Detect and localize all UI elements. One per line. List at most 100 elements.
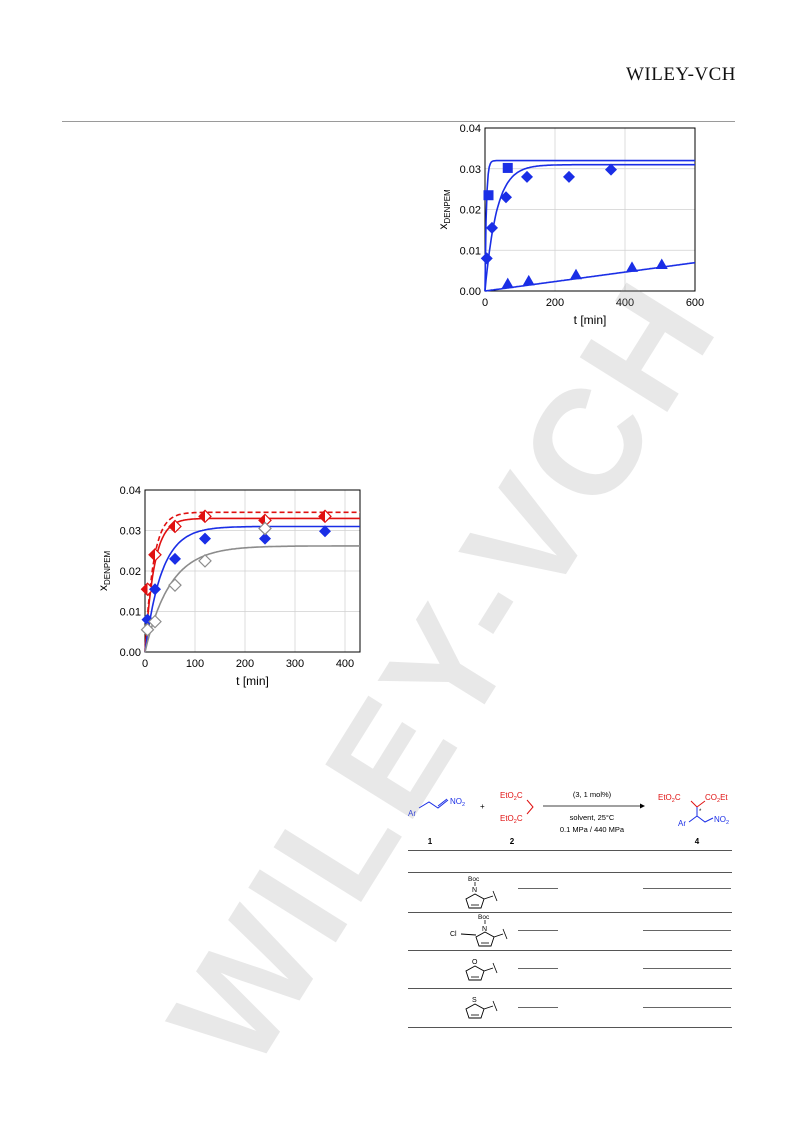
table-row-1-rule [408, 912, 732, 913]
row-4-atom: S [472, 997, 477, 1004]
data-point-diamond-open [168, 578, 182, 593]
y-tick-label: 0.04 [120, 485, 141, 497]
compound-label-1: 1 [428, 837, 433, 846]
data-point-diamond-open [258, 521, 272, 536]
conditions-catalyst: (3, 1 mol%) [573, 790, 612, 799]
data-point-diamond-open [140, 622, 155, 637]
table-row-2-structure: Boc N Cl [450, 914, 508, 947]
conditions-solvent: solvent, 25°C [570, 813, 615, 822]
data-point-diamond [259, 532, 271, 545]
reactant-2-bonds [526, 799, 534, 815]
data-point-triangle [522, 274, 535, 286]
product-ar: Ar [678, 819, 686, 828]
table-row-1-placeholder-a [518, 888, 558, 889]
row-2-chloro: Cl [450, 931, 457, 938]
reactant-2-top: EtO2C [500, 791, 523, 802]
x-tick-label: 0 [482, 297, 488, 309]
data-point-square [483, 190, 494, 201]
table-top-rule [408, 850, 732, 851]
y-tick-label: 0.03 [460, 164, 481, 176]
data-point-diamond-half-fill [319, 510, 325, 523]
row-3-atom: O [472, 959, 478, 966]
x-tick-label: 600 [686, 297, 704, 309]
y-tick-label: 0.02 [460, 205, 481, 217]
table-row-2-placeholder-b [643, 930, 731, 931]
plus-sign: + [480, 802, 485, 811]
fit-curve [484, 163, 695, 292]
y-tick-label: 0.03 [120, 526, 141, 538]
product-backbone-bonds [688, 807, 714, 823]
plot-frame [484, 127, 696, 292]
reactant-1-nitro: NO2 [450, 797, 465, 808]
kinetics-chart-solvent: 0.00 0.01 0.02 0.03 0.04 0 100 200 300 400 t [min]… [96, 485, 361, 688]
table-row-2-rule [408, 950, 732, 951]
data-point-diamond-open [198, 554, 212, 568]
table-header-rule [408, 872, 732, 873]
kinetics-chart-pressure: 0.00 0.01 0.02 0.03 0.04 0 200 400 600 t [min] xDE… [436, 123, 704, 327]
data-point-triangle [570, 268, 582, 280]
table-row-4-placeholder-b [643, 1007, 731, 1008]
x-tick-label: 200 [236, 658, 254, 670]
product-star: * [699, 809, 702, 815]
table-row-3-placeholder-b [643, 968, 731, 969]
x-axis-label: t [min] [574, 313, 607, 327]
data-point-diamond [605, 163, 617, 176]
plot-frame [144, 489, 361, 653]
table-row-3-rule [408, 988, 732, 989]
table-row-3-placeholder-a [518, 968, 558, 969]
data-point-diamond-half-fill [141, 583, 148, 596]
product-right-ester: CO2Et [705, 793, 728, 804]
row-1-atom: N [472, 887, 477, 894]
reactant-1-structure [418, 798, 449, 809]
data-point-square [502, 162, 513, 173]
row-2-protect-label: Boc [478, 914, 490, 921]
y-tick-label: 0.00 [120, 647, 141, 659]
data-point-diamond-half-fill [169, 520, 175, 533]
y-tick-label: 0.01 [460, 245, 481, 257]
x-tick-label: 300 [286, 658, 304, 670]
table-row-4-structure: S [465, 997, 498, 1019]
x-tick-label: 0 [142, 658, 148, 670]
data-point-diamond [199, 532, 211, 545]
data-point-diamond [500, 191, 512, 204]
table-bottom-rule [408, 1027, 732, 1028]
y-tick-label: 0.01 [120, 607, 141, 619]
compound-label-2: 2 [510, 837, 515, 846]
table-row-2-placeholder-a [518, 930, 558, 931]
conditions-pressure: 0.1 MPa / 440 MPa [560, 825, 625, 834]
compound-label-4: 4 [695, 837, 700, 846]
data-point-triangle [655, 258, 668, 270]
x-tick-label: 400 [616, 297, 634, 309]
x-axis-label: t [min] [236, 674, 269, 688]
data-point-triangle [501, 277, 514, 289]
data-point-triangle [626, 261, 638, 272]
data-point-diamond-open [148, 614, 162, 629]
data-point-diamond [480, 252, 493, 265]
reaction-scheme: Ar NO2 + EtO2C EtO2C (3, 1 mol%) solvent… [408, 790, 729, 846]
y-tick-label: 0.00 [460, 286, 481, 298]
x-tick-label: 100 [186, 658, 204, 670]
x-tick-label: 400 [336, 658, 354, 670]
publisher-logo: WILEY-VCH [626, 64, 737, 85]
product-malonate-bonds [690, 800, 706, 808]
table-row-1-structure: Boc N [465, 876, 498, 909]
data-point-diamond [149, 583, 161, 596]
watermark: WILEY-VCH [136, 251, 750, 1094]
reactant-1-ar: Ar [408, 809, 416, 818]
data-point-diamond [169, 552, 181, 565]
data-point-diamond [563, 170, 575, 183]
reactant-2-bottom: EtO2C [500, 814, 523, 825]
data-point-diamond-half-fill [199, 510, 205, 523]
y-tick-label: 0.02 [120, 566, 141, 578]
y-axis-label: xDENPEM [96, 550, 112, 591]
y-axis-label: xDENPEM [436, 189, 452, 230]
data-point-diamond-half-fill [149, 548, 155, 561]
product-nitro: NO2 [714, 815, 729, 826]
table-row-1-placeholder-b [643, 888, 731, 889]
x-tick-label: 200 [546, 297, 564, 309]
header-rule [62, 121, 735, 122]
product-left-ester: EtO2C [658, 793, 681, 804]
row-1-protect-label: Boc [468, 876, 480, 883]
data-point-diamond [486, 221, 498, 234]
data-point-diamond [521, 170, 533, 183]
